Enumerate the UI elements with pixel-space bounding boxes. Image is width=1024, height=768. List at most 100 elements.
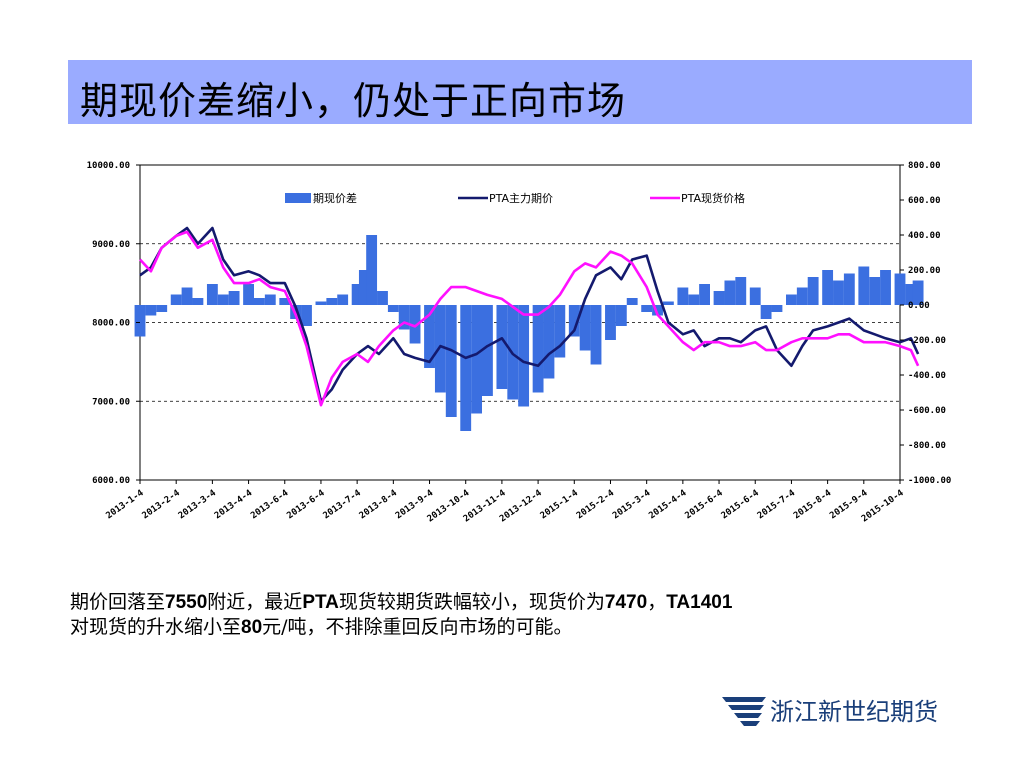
- x-tick-label: 2013-8-4: [358, 488, 400, 521]
- caption-spot-price: 7470: [604, 592, 648, 613]
- title-bar: 期现价差缩小，仍处于正向市场: [68, 60, 972, 124]
- x-axis: 2013-1-42013-2-42013-3-42013-4-42013-6-4…: [104, 480, 906, 524]
- spread-bar: [858, 266, 870, 305]
- caption-premium: 80: [241, 617, 263, 638]
- spread-bar: [181, 287, 193, 305]
- spread-bars: [134, 235, 924, 431]
- left-tick-label: 8000.00: [92, 319, 130, 329]
- right-axis: 800.00 600.00 400.00 200.00 0.00 -200.00 -400.…: [900, 161, 951, 486]
- x-tick-label: 2013-7-4: [322, 488, 364, 521]
- right-tick-label: -400.00: [908, 371, 946, 381]
- legend-label: PTA现货价格: [681, 191, 745, 205]
- spread-bar: [688, 294, 700, 305]
- x-tick-label: 2015-6-4: [684, 488, 726, 521]
- spread-bar: [518, 305, 530, 407]
- spread-bar: [532, 305, 544, 393]
- spot-price-line: [139, 230, 920, 407]
- spread-bar: [206, 284, 218, 305]
- spread-bar: [145, 305, 157, 316]
- spread-bar: [641, 305, 653, 312]
- spread-bar: [409, 305, 421, 344]
- left-tick-label: 10000.00: [87, 161, 130, 171]
- legend-label: PTA主力期价: [489, 192, 553, 205]
- spread-bar: [869, 277, 881, 305]
- spread-bar: [228, 291, 240, 305]
- spread-bar: [749, 287, 761, 305]
- spread-bar: [254, 298, 265, 305]
- legend: 期现价差 PTA主力期价 PTA现货价格: [285, 191, 745, 205]
- caption-text-3: 现货较期货跌幅较小，现货价为: [338, 591, 605, 613]
- spread-bar: [652, 305, 663, 316]
- right-tick-label: 200.00: [908, 266, 941, 276]
- spread-bar: [358, 270, 370, 305]
- spread-bar: [771, 305, 783, 312]
- legend-swatch: [285, 193, 311, 203]
- spread-bar: [243, 284, 254, 305]
- x-tick-label: 2015-7-4: [756, 488, 798, 521]
- spread-bar: [724, 280, 736, 305]
- caption-pta: PTA: [302, 592, 339, 613]
- x-tick-label: 2013-4-4: [213, 488, 255, 521]
- x-tick-label: 2015-3-4: [611, 488, 653, 521]
- spread-bar: [807, 277, 819, 305]
- right-tick-label: 800.00: [908, 161, 941, 171]
- spread-bar: [880, 270, 891, 305]
- left-tick-label: 6000.00: [92, 476, 130, 486]
- page-title: 期现价差缩小，仍处于正向市场: [80, 79, 627, 123]
- spread-bar: [905, 284, 917, 305]
- spread-bar: [912, 280, 924, 305]
- caption: 期价回落至7550附近，最近PTA现货较期货跌幅较小，现货价为7470，TA14…: [70, 590, 980, 640]
- caption-contract: TA1401: [666, 592, 733, 613]
- legend-label: 期现价差: [313, 191, 357, 205]
- spread-bar: [626, 298, 638, 305]
- spread-bar: [424, 305, 435, 368]
- x-tick-label: 2015-1-4: [539, 488, 581, 521]
- spread-bar: [735, 277, 747, 305]
- spread-bar: [366, 235, 378, 305]
- spread-bar: [170, 294, 182, 305]
- spread-bar: [496, 305, 508, 389]
- spread-bar: [387, 305, 399, 312]
- caption-text-2: 附近，最近: [207, 591, 303, 613]
- spread-bar: [662, 301, 674, 305]
- spread-bar: [760, 305, 772, 319]
- spread-bar: [833, 280, 844, 305]
- spread-bar: [543, 305, 555, 379]
- spread-bar: [192, 298, 204, 305]
- spread-bar: [713, 291, 725, 305]
- spread-bar: [786, 294, 797, 305]
- right-tick-label: 0.00: [908, 301, 930, 311]
- spread-bar: [337, 294, 349, 305]
- x-tick-label: 2013-6-4: [285, 488, 327, 521]
- spread-bar: [605, 305, 616, 340]
- company-logo-icon: [722, 697, 766, 726]
- spread-bar: [279, 298, 291, 305]
- caption-text-6: 元/吨，不排除重回反向市场的可能。: [262, 616, 573, 638]
- x-tick-label: 2015-8-4: [792, 488, 834, 521]
- spread-bar: [434, 305, 446, 393]
- right-tick-label: 600.00: [908, 196, 941, 206]
- spread-bar: [264, 294, 276, 305]
- right-tick-label: -600.00: [908, 406, 946, 416]
- company-name: 浙江新世纪期货: [770, 698, 938, 726]
- spread-bar: [445, 305, 457, 417]
- x-tick-label: 2013-2-4: [141, 488, 183, 521]
- spread-bar: [554, 305, 566, 358]
- spread-bar: [482, 305, 493, 396]
- spread-bar: [398, 305, 410, 330]
- spread-bar: [796, 287, 808, 305]
- caption-text-5: 对现货的升水缩小至: [70, 616, 242, 638]
- spread-bar: [134, 305, 146, 337]
- right-tick-label: -800.00: [908, 441, 946, 451]
- spread-bar: [315, 301, 327, 305]
- x-tick-label: 2013-3-4: [177, 488, 219, 521]
- spread-bar: [579, 305, 591, 351]
- x-tick-label: 2015-4-4: [647, 488, 689, 521]
- spread-bar: [460, 305, 472, 431]
- spread-bar: [699, 284, 710, 305]
- caption-futures-price: 7550: [165, 592, 208, 613]
- right-tick-label: -1000.00: [908, 476, 951, 486]
- spread-bar: [217, 294, 229, 305]
- spread-bar: [471, 305, 482, 414]
- left-axis: 10000.00 9000.00 8000.00 7000.00 6000.00: [87, 161, 140, 486]
